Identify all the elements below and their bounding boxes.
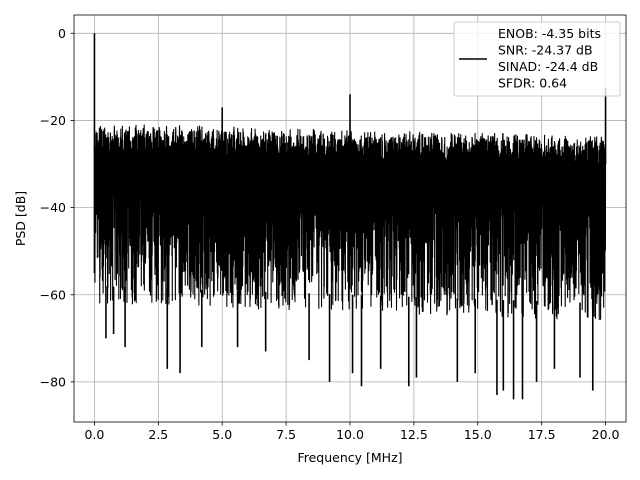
x-axis-label: Frequency [MHz] xyxy=(297,450,402,465)
legend-enob: ENOB: -4.35 bits xyxy=(498,26,601,41)
x-tick-label: 10.0 xyxy=(336,427,364,442)
ticks: 0.0 2.5 5.0 7.5 10.0 12.5 15.0 17.5 20.0 0 −20 −40 −… xyxy=(40,26,620,442)
x-tick-label: 12.5 xyxy=(400,427,428,442)
x-tick-label: 7.5 xyxy=(276,427,296,442)
y-tick-label: −40 xyxy=(40,200,66,215)
legend: ENOB: -4.35 bits SNR: -24.37 dB SINAD: -… xyxy=(453,21,621,97)
x-tick-label: 0.0 xyxy=(84,427,104,442)
plot-area xyxy=(93,33,607,400)
y-tick-label: −20 xyxy=(40,113,66,128)
legend-sfdr: SFDR: 0.64 xyxy=(498,76,567,91)
x-tick-label: 15.0 xyxy=(464,427,492,442)
x-tick-label: 2.5 xyxy=(148,427,168,442)
legend-sinad: SINAD: -24.4 dB xyxy=(498,59,598,74)
x-tick-label: 17.5 xyxy=(528,427,556,442)
y-tick-label: −80 xyxy=(40,374,66,389)
y-axis-label: PSD [dB] xyxy=(13,191,28,246)
x-tick-label: 20.0 xyxy=(592,427,620,442)
x-tick-label: 5.0 xyxy=(212,427,232,442)
legend-box xyxy=(453,21,621,97)
legend-snr: SNR: -24.37 dB xyxy=(498,43,593,58)
y-tick-label: 0 xyxy=(58,26,66,41)
y-tick-label: −60 xyxy=(40,287,66,302)
